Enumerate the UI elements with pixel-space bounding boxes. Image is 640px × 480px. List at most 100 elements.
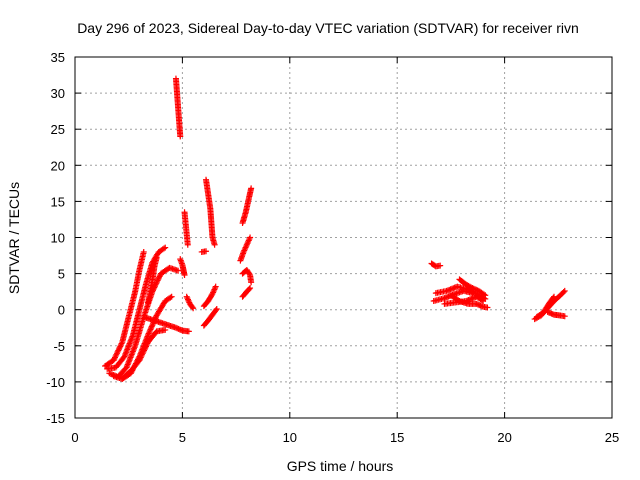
data-point	[480, 298, 487, 305]
data-point	[482, 292, 489, 299]
y-tick-label: 0	[58, 303, 65, 318]
data-point	[211, 241, 218, 248]
data-point	[151, 283, 158, 290]
data-point	[148, 325, 155, 332]
axes: 0 5 10 15 20 25 -15 -10 -5 0 5 10 15 20 25 30 35	[46, 50, 619, 445]
data-point	[561, 313, 568, 320]
data-point	[184, 241, 191, 248]
x-tick-label: 10	[283, 430, 297, 445]
data-point	[168, 293, 175, 300]
data-point	[113, 351, 120, 358]
data-point	[141, 347, 148, 354]
data-point	[550, 294, 557, 301]
data-point	[162, 326, 169, 333]
data-point	[247, 234, 254, 241]
data-point	[155, 276, 162, 283]
data-point	[145, 331, 152, 338]
data-point	[551, 293, 558, 300]
data-point	[175, 267, 182, 274]
y-tick-label: -15	[46, 411, 65, 426]
data-point	[117, 343, 124, 350]
data-point	[149, 322, 156, 329]
data-point	[212, 307, 219, 314]
data-point	[185, 328, 192, 335]
y-axis-label: SDTVAR / TECUs	[6, 182, 22, 294]
data-point	[478, 297, 485, 304]
data-point	[181, 272, 188, 279]
data-point	[152, 281, 159, 288]
data-point	[146, 329, 153, 336]
y-tick-label: 30	[51, 86, 65, 101]
y-tick-label: -10	[46, 375, 65, 390]
data-point	[148, 323, 155, 330]
data-point	[167, 294, 174, 301]
data-point	[112, 353, 119, 360]
data-point	[160, 245, 167, 252]
y-tick-label: 35	[51, 50, 65, 65]
x-tick-label: 0	[71, 430, 78, 445]
data-point	[213, 305, 220, 312]
data-point	[110, 357, 117, 364]
x-tick-label: 20	[497, 430, 511, 445]
y-tick-label: 15	[51, 194, 65, 209]
data-point	[117, 341, 124, 348]
data-point	[212, 283, 219, 290]
y-tick-label: 10	[51, 231, 65, 246]
data-point	[111, 354, 118, 361]
data-point	[455, 297, 462, 304]
data-point	[155, 274, 162, 281]
data-point	[162, 244, 169, 251]
data-point	[560, 289, 567, 296]
data-point	[140, 348, 147, 355]
data-point	[561, 287, 568, 294]
data-point	[480, 291, 487, 298]
data-point	[154, 277, 161, 284]
data-point	[147, 326, 154, 333]
data-point	[115, 346, 122, 353]
data-point	[143, 343, 150, 350]
data-point	[189, 304, 196, 311]
data-point	[145, 330, 152, 337]
data-points	[102, 75, 568, 383]
data-point	[156, 273, 163, 280]
chart-title: Day 296 of 2023, Sidereal Day-to-day VTE…	[77, 20, 579, 36]
data-point	[143, 341, 150, 348]
data-point	[141, 346, 148, 353]
x-tick-label: 25	[605, 430, 619, 445]
data-point	[247, 285, 254, 292]
data-point	[137, 355, 144, 362]
data-point	[246, 270, 253, 277]
data-point	[437, 262, 444, 269]
data-point	[140, 248, 147, 255]
data-point	[111, 355, 118, 362]
y-tick-label: 20	[51, 158, 65, 173]
data-point	[139, 350, 146, 357]
data-point	[248, 279, 255, 286]
data-point	[118, 340, 125, 347]
x-axis-label: GPS time / hours	[287, 458, 394, 474]
y-tick-label: 25	[51, 122, 65, 137]
y-tick-label: 5	[58, 267, 65, 282]
data-point	[203, 248, 210, 255]
data-point	[484, 304, 491, 311]
data-point	[113, 350, 120, 357]
x-tick-label: 15	[390, 430, 404, 445]
data-point	[116, 344, 123, 351]
data-point	[114, 348, 121, 355]
y-tick-label: -5	[53, 339, 65, 354]
data-point	[153, 254, 160, 261]
data-point	[137, 354, 144, 361]
data-point	[248, 185, 255, 192]
grid-lines	[75, 57, 612, 418]
data-point	[142, 344, 149, 351]
data-point	[136, 357, 143, 364]
x-tick-label: 5	[179, 430, 186, 445]
data-point	[115, 347, 122, 354]
data-point	[190, 305, 197, 312]
data-point	[138, 353, 145, 360]
data-point	[246, 285, 253, 292]
data-point	[177, 133, 184, 140]
data-point	[208, 292, 215, 299]
data-point	[146, 327, 153, 334]
